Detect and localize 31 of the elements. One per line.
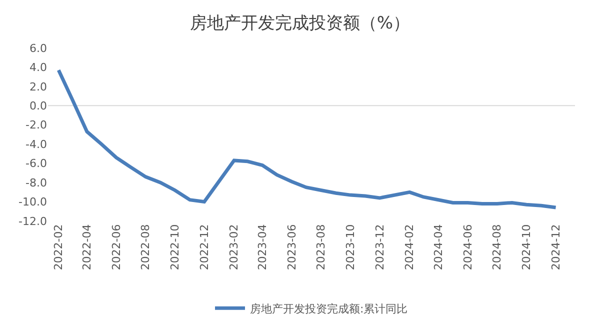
x-tick-label: 2024-04 — [432, 224, 446, 270]
y-tick-label: 6.0 — [30, 42, 47, 55]
x-tick-label: 2023-10 — [344, 224, 358, 270]
y-tick-label: -8.0 — [26, 176, 47, 190]
y-tick-label: -12.0 — [18, 214, 47, 228]
y-tick-label: -6.0 — [26, 157, 47, 170]
x-tick-label: 2023-06 — [285, 224, 298, 270]
x-tick-label: 2022-08 — [139, 224, 152, 270]
x-tick-label: 2023-12 — [373, 224, 386, 270]
y-tick-label: -4.0 — [26, 138, 47, 151]
x-tick-label: 2022-10 — [168, 224, 182, 270]
x-tick-label: 2024-12 — [549, 224, 562, 270]
y-tick-label: 2.0 — [30, 80, 47, 94]
chart-title: 房地产开发完成投资额（%） — [190, 14, 410, 34]
legend-label: 房地产开发投资完成额:累计同比 — [250, 302, 408, 316]
x-tick-label: 2024-02 — [403, 224, 416, 270]
y-tick-label: 4.0 — [30, 61, 47, 74]
x-tick-label: 2022-12 — [198, 224, 211, 270]
x-tick-label: 2023-08 — [314, 224, 328, 270]
line-series — [56, 68, 558, 210]
x-tick-label: 2024-06 — [461, 224, 474, 270]
x-tick-label: 2022-02 — [52, 224, 66, 270]
x-tick-label: 2024-08 — [490, 224, 504, 270]
y-tick-label: -2.0 — [26, 118, 47, 132]
y-tick-label: 0.0 — [30, 100, 47, 113]
x-tick-label: 2024-10 — [520, 224, 534, 270]
x-tick-label: 2023-04 — [256, 224, 270, 270]
x-tick-label: 2023-02 — [228, 224, 241, 270]
y-tick-label: -10.0 — [18, 196, 47, 209]
x-tick-label: 2022-06 — [110, 224, 123, 270]
x-tick-label: 2022-04 — [80, 224, 94, 270]
